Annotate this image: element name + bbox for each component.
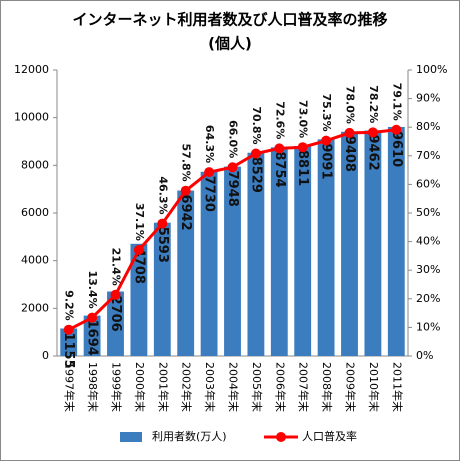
bar: [341, 131, 358, 356]
line-value-label: 64.3%: [203, 125, 216, 163]
bar: [270, 147, 288, 356]
line-value-label: 70.8%: [250, 106, 263, 144]
bar: [200, 171, 218, 356]
bar: [60, 328, 78, 356]
line-marker: [87, 312, 98, 323]
bar-value-label: 9610: [389, 131, 404, 167]
y2-tick-label: 60%: [416, 177, 440, 190]
line-marker: [321, 135, 332, 146]
line-marker: [297, 142, 308, 153]
line-marker: [63, 324, 74, 335]
x-tick-label: 2001年末: [156, 362, 170, 412]
y2-tick-label: 10%: [416, 320, 440, 333]
x-tick-label: 2008年末: [320, 362, 334, 412]
x-tick-label: 2010年末: [367, 362, 381, 412]
line-value-label: 21.4%: [110, 248, 123, 286]
bar: [224, 166, 241, 356]
bar-value-label: 7730: [202, 176, 217, 212]
y-tick-label: 6000: [21, 206, 49, 219]
legend-swatch-marker: [276, 432, 286, 442]
line-value-label: 78.0%: [344, 86, 357, 124]
legend-label: 人口普及率: [302, 429, 357, 443]
y-tick-label: 8000: [21, 158, 49, 171]
line-marker: [344, 127, 355, 138]
line-marker: [204, 167, 215, 178]
y2-tick-label: 100%: [416, 63, 447, 76]
x-tick-label: 2005年末: [250, 362, 264, 412]
bar: [177, 190, 195, 356]
line-marker: [274, 143, 285, 154]
line-value-label: 37.1%: [133, 203, 146, 241]
x-tick-label: 1999年末: [110, 362, 124, 412]
bar: [83, 315, 101, 356]
y2-tick-label: 30%: [416, 263, 440, 276]
line-value-label: 75.3%: [320, 93, 333, 131]
bar: [130, 243, 148, 356]
line-value-label: 13.4%: [86, 271, 99, 309]
y2-tick-label: 90%: [416, 92, 440, 105]
y2-tick-label: 70%: [416, 149, 440, 162]
bar: [387, 126, 405, 356]
y-tick-label: 0: [42, 349, 49, 362]
bar-value-label: 8811: [295, 150, 310, 186]
bar-value-label: 9462: [365, 134, 380, 170]
line-marker: [391, 124, 402, 135]
bar-value-label: 1694: [85, 320, 100, 356]
line-marker: [180, 185, 191, 196]
legend-swatch: [120, 432, 142, 442]
bar-value-label: 8754: [272, 151, 287, 187]
line-marker: [110, 289, 121, 300]
x-tick-label: 1997年末: [63, 362, 77, 412]
legend-label: 利用者数(万人): [152, 430, 227, 443]
bar: [107, 291, 124, 356]
y2-tick-label: 40%: [416, 235, 440, 248]
y-tick-label: 12000: [14, 63, 49, 76]
bar-value-label: 9091: [319, 143, 334, 179]
bar: [294, 146, 312, 356]
line-value-label: 57.8%: [180, 144, 193, 182]
line-value-label: 66.0%: [227, 120, 240, 158]
bar-value-label: 8529: [248, 157, 263, 193]
bar-value-label: 1155: [61, 332, 76, 368]
bar-value-label: 7948: [225, 171, 240, 207]
x-tick-label: 2007年末: [297, 362, 311, 412]
y-tick-label: 2000: [21, 301, 49, 314]
x-tick-label: 2003年末: [203, 362, 217, 412]
bar-value-label: 2706: [108, 296, 123, 332]
line-marker: [133, 244, 144, 255]
y-tick-label: 10000: [14, 111, 49, 124]
bar-value-label: 6942: [178, 195, 193, 231]
line-value-label: 72.6%: [273, 101, 286, 139]
bar-value-label: 5593: [155, 227, 170, 263]
line-marker: [367, 127, 378, 138]
bar: [364, 130, 382, 356]
x-tick-label: 2002年末: [180, 362, 194, 412]
line-marker: [227, 162, 238, 173]
line-marker: [157, 218, 168, 229]
y2-tick-label: 20%: [416, 292, 440, 305]
bar: [317, 139, 335, 356]
line-value-label: 78.2%: [367, 85, 380, 123]
bar: [247, 152, 265, 356]
y2-tick-label: 0%: [416, 349, 433, 362]
y2-tick-label: 80%: [416, 120, 440, 133]
line-value-label: 46.3%: [156, 176, 169, 214]
x-tick-label: 2006年末: [273, 362, 287, 412]
chart-subtitle: (個人): [208, 35, 252, 53]
x-tick-label: 2000年末: [133, 362, 147, 412]
x-tick-label: 2004年末: [227, 362, 241, 412]
x-tick-label: 2011年末: [390, 362, 404, 412]
y-tick-label: 4000: [21, 254, 49, 267]
line-value-label: 73.0%: [297, 100, 310, 138]
bar: [153, 222, 171, 356]
y2-tick-label: 50%: [416, 206, 440, 219]
x-tick-label: 1998年末: [86, 362, 100, 412]
line-value-label: 9.2%: [63, 290, 76, 321]
line-marker: [250, 148, 261, 159]
x-tick-label: 2009年末: [344, 362, 358, 412]
chart-title: インターネット利用者数及び人口普及率の推移: [72, 11, 387, 29]
bar-value-label: 9408: [342, 136, 357, 172]
line-value-label: 79.1%: [390, 83, 403, 121]
